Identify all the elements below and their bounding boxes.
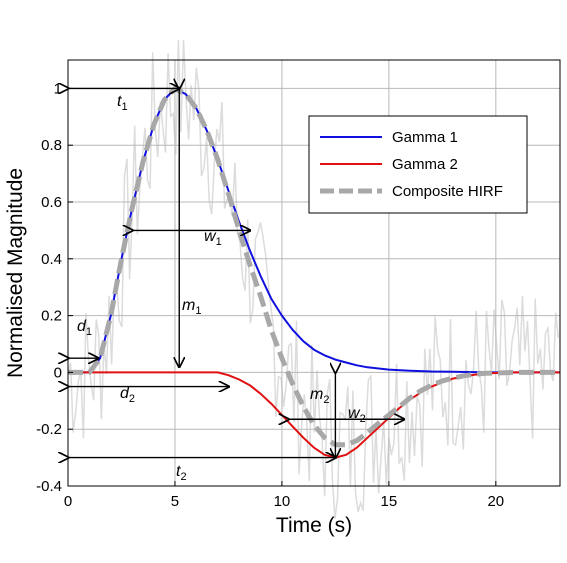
- annotation-t1: t1: [117, 93, 128, 113]
- legend-label-gamma-1: Gamma 1: [392, 129, 458, 146]
- plot-frame: [67, 59, 561, 487]
- legend-label-gamma-2: Gamma 2: [392, 156, 458, 173]
- y-tick-label: -0.2: [36, 421, 62, 438]
- noise-trace: [67, 39, 560, 519]
- x-tick-label: 20: [487, 493, 504, 510]
- noise-signal: [67, 39, 560, 519]
- y-tick-label: 1: [54, 80, 62, 97]
- annotation-t2: t2: [176, 463, 187, 483]
- x-tick-label: 15: [381, 493, 398, 510]
- legend-label-composite-hirf: Composite HIRF: [392, 183, 503, 200]
- y-tick-label: 0.8: [41, 137, 62, 154]
- x-axis-label: Time (s): [276, 514, 352, 537]
- y-tick-label: 0.6: [41, 194, 62, 211]
- x-tick-label: 10: [274, 493, 291, 510]
- y-tick-label: 0.4: [41, 251, 62, 268]
- y-axis-label: Normalised Magnitude: [4, 168, 27, 378]
- legend: Gamma 1 Gamma 2 Composite HIRF: [308, 115, 528, 214]
- x-tick-label: 5: [171, 493, 179, 510]
- y-tick-label: -0.4: [36, 478, 62, 495]
- x-tick-label: 0: [64, 493, 72, 510]
- y-tick-label: 0: [54, 364, 62, 381]
- ticks-layer: 0 5 10 15 20 -0.4 -0.2 0 0.2 0.4 0.6 0.8 1: [36, 80, 504, 510]
- series-line-composite-hirf: [68, 85, 560, 448]
- y-tick-label: 0.2: [41, 308, 62, 325]
